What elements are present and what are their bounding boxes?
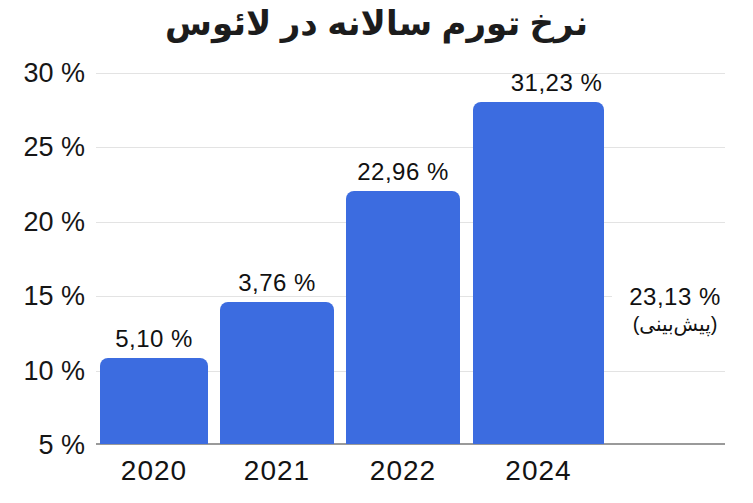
y-axis-tick-label: 25 % xyxy=(0,133,85,161)
gridline xyxy=(96,147,725,148)
x-axis-tick-label: 2022 xyxy=(346,455,460,487)
bar-2022: 22,96 % xyxy=(346,191,460,444)
forecast-note-label: (پیش‌بینی) xyxy=(612,311,738,338)
inflation-bar-chart: نرخ تورم سالانه در لائوس 30 % 25 % 20 % … xyxy=(0,0,753,503)
forecast-value-label: 23,13 % xyxy=(612,282,738,311)
bar-value-label: 22,96 % xyxy=(357,158,449,186)
x-axis-tick-label: 2020 xyxy=(100,455,208,487)
x-axis-tick-label: 2021 xyxy=(220,455,334,487)
bar-2021: 3,76 % xyxy=(220,302,334,444)
bar-value-label: 3,76 % xyxy=(238,269,316,297)
y-axis-tick-label: 5 % xyxy=(0,431,85,459)
x-axis-tick-label: 2024 xyxy=(473,455,604,487)
bar-2020: 5,10 % xyxy=(100,358,208,444)
plot-area: 5,10 % 3,76 % 22,96 % 31,23 % 2020 2021 … xyxy=(96,73,725,445)
y-axis-tick-label: 30 % xyxy=(0,59,85,87)
y-axis: 30 % 25 % 20 % 15 % 10 % 5 % xyxy=(0,73,85,445)
y-axis-tick-label: 10 % xyxy=(0,357,85,385)
y-axis-tick-label: 20 % xyxy=(0,208,85,236)
bar-2024: 31,23 % xyxy=(473,102,604,444)
bar-value-label: 5,10 % xyxy=(115,325,193,353)
forecast-annotation: 23,13 % (پیش‌بینی) xyxy=(612,280,738,340)
y-axis-tick-label: 15 % xyxy=(0,282,85,310)
chart-title: نرخ تورم سالانه در لائوس xyxy=(0,3,753,43)
bar-value-label: 31,23 % xyxy=(511,69,603,97)
gridline xyxy=(96,73,725,74)
